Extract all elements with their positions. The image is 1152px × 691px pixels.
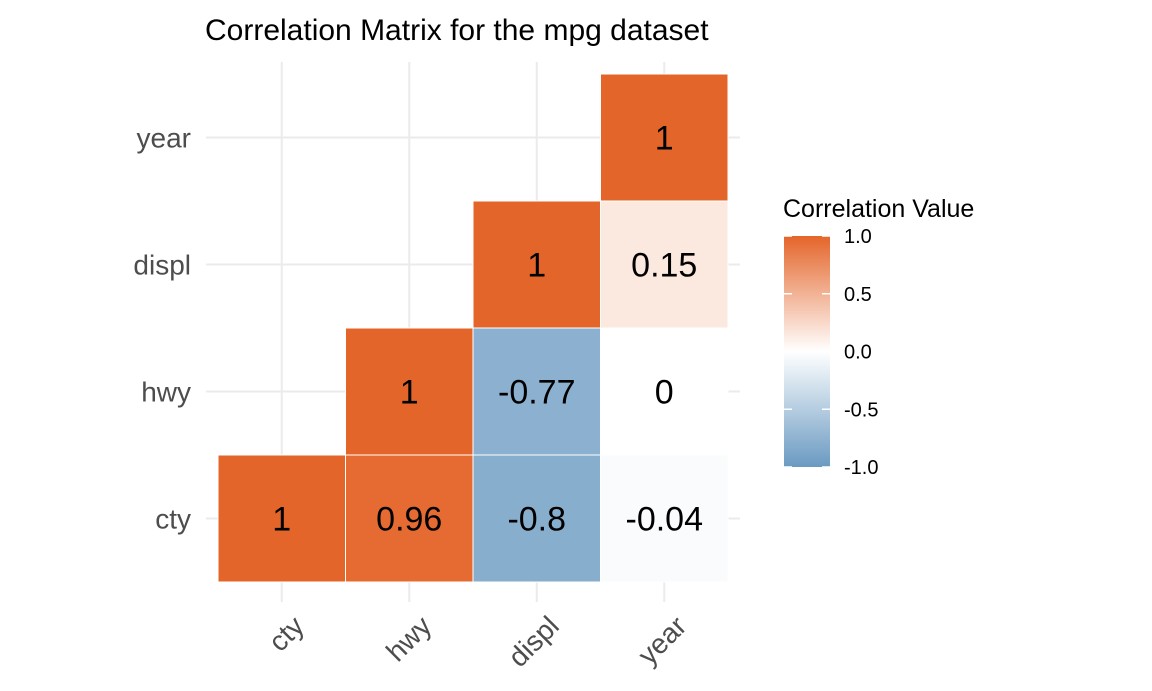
cell-label-cty-cty: 1	[272, 501, 291, 539]
cell-label-year-year: 1	[655, 120, 674, 158]
legend-tick--1-0-label: -1.0	[844, 457, 878, 479]
y-tick-label-cty: cty	[155, 504, 191, 535]
heatmap-cell-cty-cty	[217, 454, 346, 583]
heatmap-cell-displ-displ	[472, 200, 601, 329]
cell-label-displ-cty: -0.8	[507, 501, 566, 539]
heatmap-cell-year-displ	[600, 200, 729, 329]
legend: Correlation Value 1.0 0.5 0.0 -0.5 -1.0	[783, 195, 974, 479]
cell-label-displ-hwy: -0.77	[498, 374, 576, 412]
chart-title: Correlation Matrix for the mpg dataset	[205, 14, 709, 47]
legend-tick-0-0-label: 0.0	[844, 342, 872, 364]
cell-label-year-cty: -0.04	[626, 501, 704, 539]
heatmap-cells	[217, 73, 729, 583]
x-tick-label-year: year	[632, 610, 692, 670]
x-tick-label-cty: cty	[263, 610, 310, 657]
heatmap-cell-year-year	[600, 73, 729, 202]
cell-labels: 1 0.96 -0.8 -0.04 1 -0.77 0 1 0.15 1	[272, 120, 703, 539]
heatmap-cell-year-cty	[600, 454, 729, 583]
cell-label-hwy-hwy: 1	[400, 374, 419, 412]
y-tick-label-displ: displ	[133, 250, 191, 281]
legend-title: Correlation Value	[783, 195, 974, 223]
heatmap-cell-displ-cty	[472, 454, 601, 583]
legend-tick-1-0-label: 1.0	[844, 226, 872, 248]
cell-label-hwy-cty: 0.96	[376, 501, 442, 539]
y-axis: cty hwy displ year	[133, 123, 191, 535]
heatmap-cell-hwy-cty	[345, 454, 474, 583]
y-tick-label-year: year	[137, 123, 191, 154]
legend-tick-0-5-label: 0.5	[844, 284, 872, 306]
heatmap-cell-displ-hwy	[472, 327, 601, 456]
legend-tick--0-5-label: -0.5	[844, 399, 878, 421]
x-tick-label-hwy: hwy	[380, 610, 437, 667]
cell-label-year-hwy: 0	[655, 374, 674, 412]
cell-label-displ-displ: 1	[527, 247, 546, 285]
cell-label-year-displ: 0.15	[631, 247, 697, 285]
x-tick-label-displ: displ	[502, 610, 565, 673]
y-tick-label-hwy: hwy	[141, 377, 191, 408]
x-axis: cty hwy displ year	[263, 610, 693, 673]
